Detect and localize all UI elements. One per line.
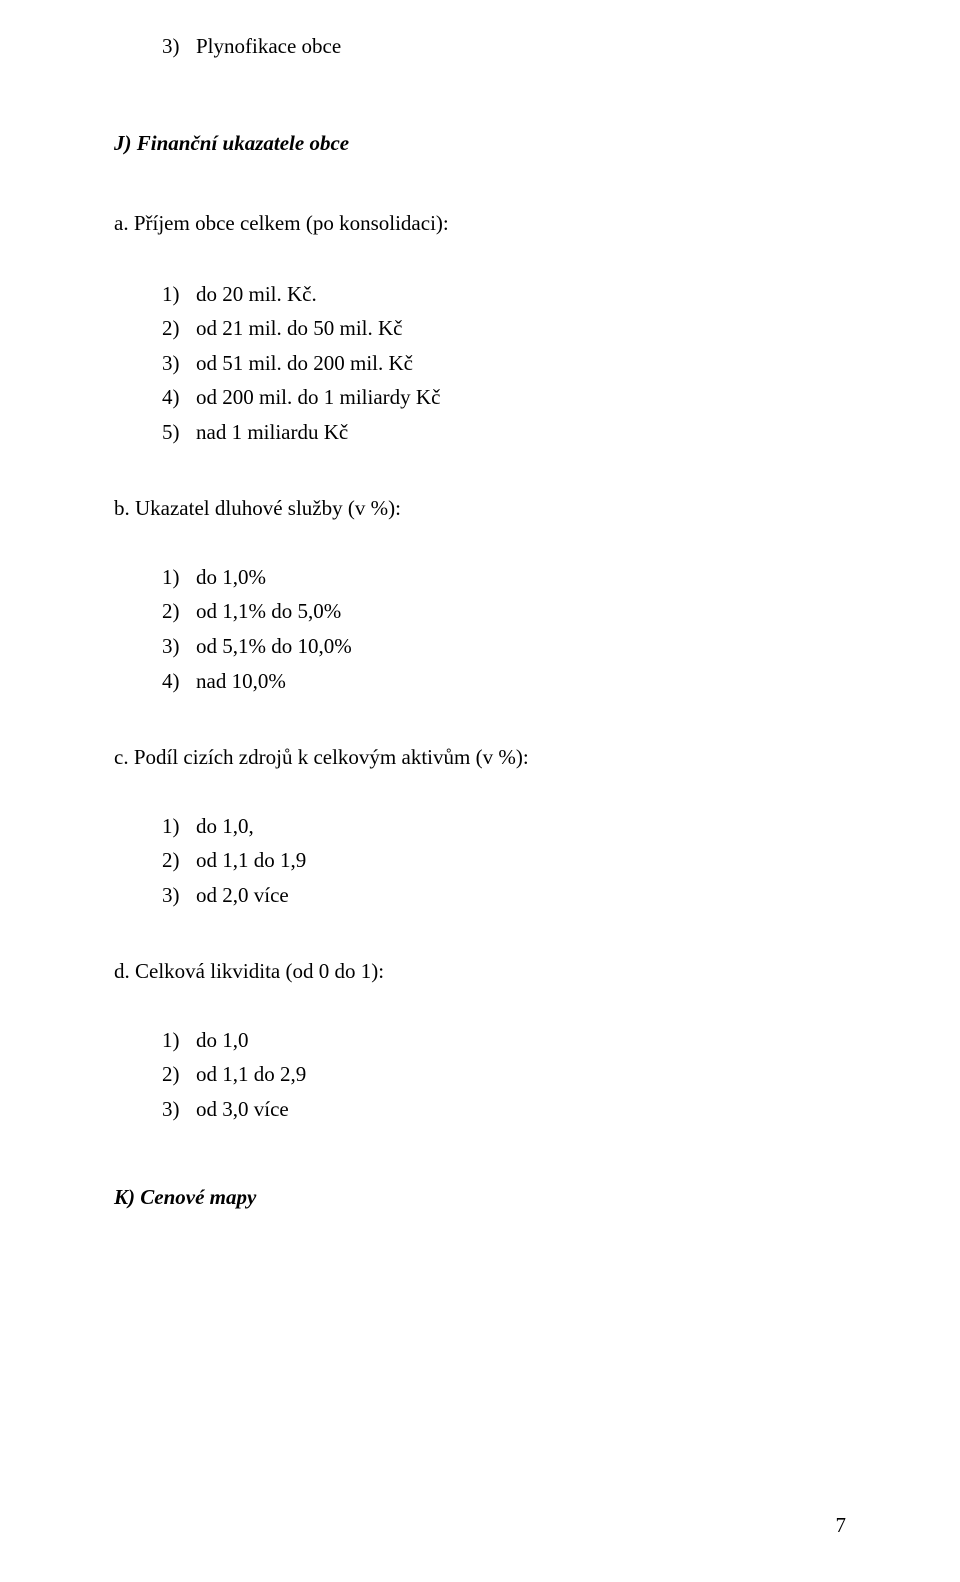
list-item-text: od 1,1 do 1,9 xyxy=(196,848,306,872)
top-list-item: 3)Plynofikace obce xyxy=(114,30,846,63)
list-item-text: do 1,0 xyxy=(196,1028,249,1052)
list-item-number: 2) xyxy=(162,1058,196,1091)
list-item-text: od 2,0 více xyxy=(196,883,289,907)
list-item-number: 2) xyxy=(162,595,196,628)
list-item-number: 3) xyxy=(162,30,196,63)
list-item-number: 4) xyxy=(162,665,196,698)
list-item: 5)nad 1 miliardu Kč xyxy=(162,416,846,449)
list-item-number: 1) xyxy=(162,1024,196,1057)
list-item-text: Plynofikace obce xyxy=(196,34,341,58)
list-item-text: od 200 mil. do 1 miliardy Kč xyxy=(196,385,440,409)
page-number: 7 xyxy=(836,1509,847,1542)
list-item: 3)od 3,0 více xyxy=(162,1093,846,1126)
list-item: 2)od 1,1 do 2,9 xyxy=(162,1058,846,1091)
list-item-text: nad 10,0% xyxy=(196,669,286,693)
list-item-number: 3) xyxy=(162,1093,196,1126)
list-item: 3)od 2,0 více xyxy=(162,879,846,912)
list-item: 3)Plynofikace obce xyxy=(162,30,846,63)
list-item: 2)od 1,1 do 1,9 xyxy=(162,844,846,877)
list-item-number: 2) xyxy=(162,844,196,877)
list-b: 1)do 1,0% 2)od 1,1% do 5,0% 3)od 5,1% do… xyxy=(114,561,846,697)
list-c: 1)do 1,0, 2)od 1,1 do 1,9 3)od 2,0 více xyxy=(114,810,846,912)
list-a: 1)do 20 mil. Kč. 2)od 21 mil. do 50 mil.… xyxy=(114,278,846,449)
list-item: 3)od 5,1% do 10,0% xyxy=(162,630,846,663)
list-item-text: od 21 mil. do 50 mil. Kč xyxy=(196,316,403,340)
subheading-d: d. Celková likvidita (od 0 do 1): xyxy=(114,955,846,988)
list-item: 1)do 1,0% xyxy=(162,561,846,594)
document-page: 3)Plynofikace obce J) Finanční ukazatele… xyxy=(0,0,960,1214)
list-item-text: do 20 mil. Kč. xyxy=(196,282,317,306)
list-item: 4)nad 10,0% xyxy=(162,665,846,698)
list-item: 2)od 21 mil. do 50 mil. Kč xyxy=(162,312,846,345)
list-item-number: 5) xyxy=(162,416,196,449)
section-k-heading: K) Cenové mapy xyxy=(114,1181,846,1214)
list-item: 1)do 1,0 xyxy=(162,1024,846,1057)
list-item-number: 1) xyxy=(162,810,196,843)
subheading-b: b. Ukazatel dluhové služby (v %): xyxy=(114,492,846,525)
list-item-text: nad 1 miliardu Kč xyxy=(196,420,348,444)
list-item: 2)od 1,1% do 5,0% xyxy=(162,595,846,628)
list-item-number: 3) xyxy=(162,630,196,663)
list-item: 4)od 200 mil. do 1 miliardy Kč xyxy=(162,381,846,414)
list-item-text: od 3,0 více xyxy=(196,1097,289,1121)
list-item: 1)do 1,0, xyxy=(162,810,846,843)
list-item-text: od 1,1% do 5,0% xyxy=(196,599,341,623)
list-item-number: 3) xyxy=(162,347,196,380)
list-item-text: do 1,0% xyxy=(196,565,266,589)
list-item-text: od 1,1 do 2,9 xyxy=(196,1062,306,1086)
subheading-a: a. Příjem obce celkem (po konsolidaci): xyxy=(114,207,846,240)
list-d: 1)do 1,0 2)od 1,1 do 2,9 3)od 3,0 více xyxy=(114,1024,846,1126)
list-item: 3)od 51 mil. do 200 mil. Kč xyxy=(162,347,846,380)
list-item-number: 1) xyxy=(162,278,196,311)
list-item-text: do 1,0, xyxy=(196,814,254,838)
list-item-text: od 5,1% do 10,0% xyxy=(196,634,352,658)
list-item-number: 3) xyxy=(162,879,196,912)
list-item: 1)do 20 mil. Kč. xyxy=(162,278,846,311)
list-item-number: 2) xyxy=(162,312,196,345)
list-item-text: od 51 mil. do 200 mil. Kč xyxy=(196,351,413,375)
list-item-number: 1) xyxy=(162,561,196,594)
subheading-c: c. Podíl cizích zdrojů k celkovým aktivů… xyxy=(114,741,846,774)
section-j-heading: J) Finanční ukazatele obce xyxy=(114,127,846,160)
list-item-number: 4) xyxy=(162,381,196,414)
